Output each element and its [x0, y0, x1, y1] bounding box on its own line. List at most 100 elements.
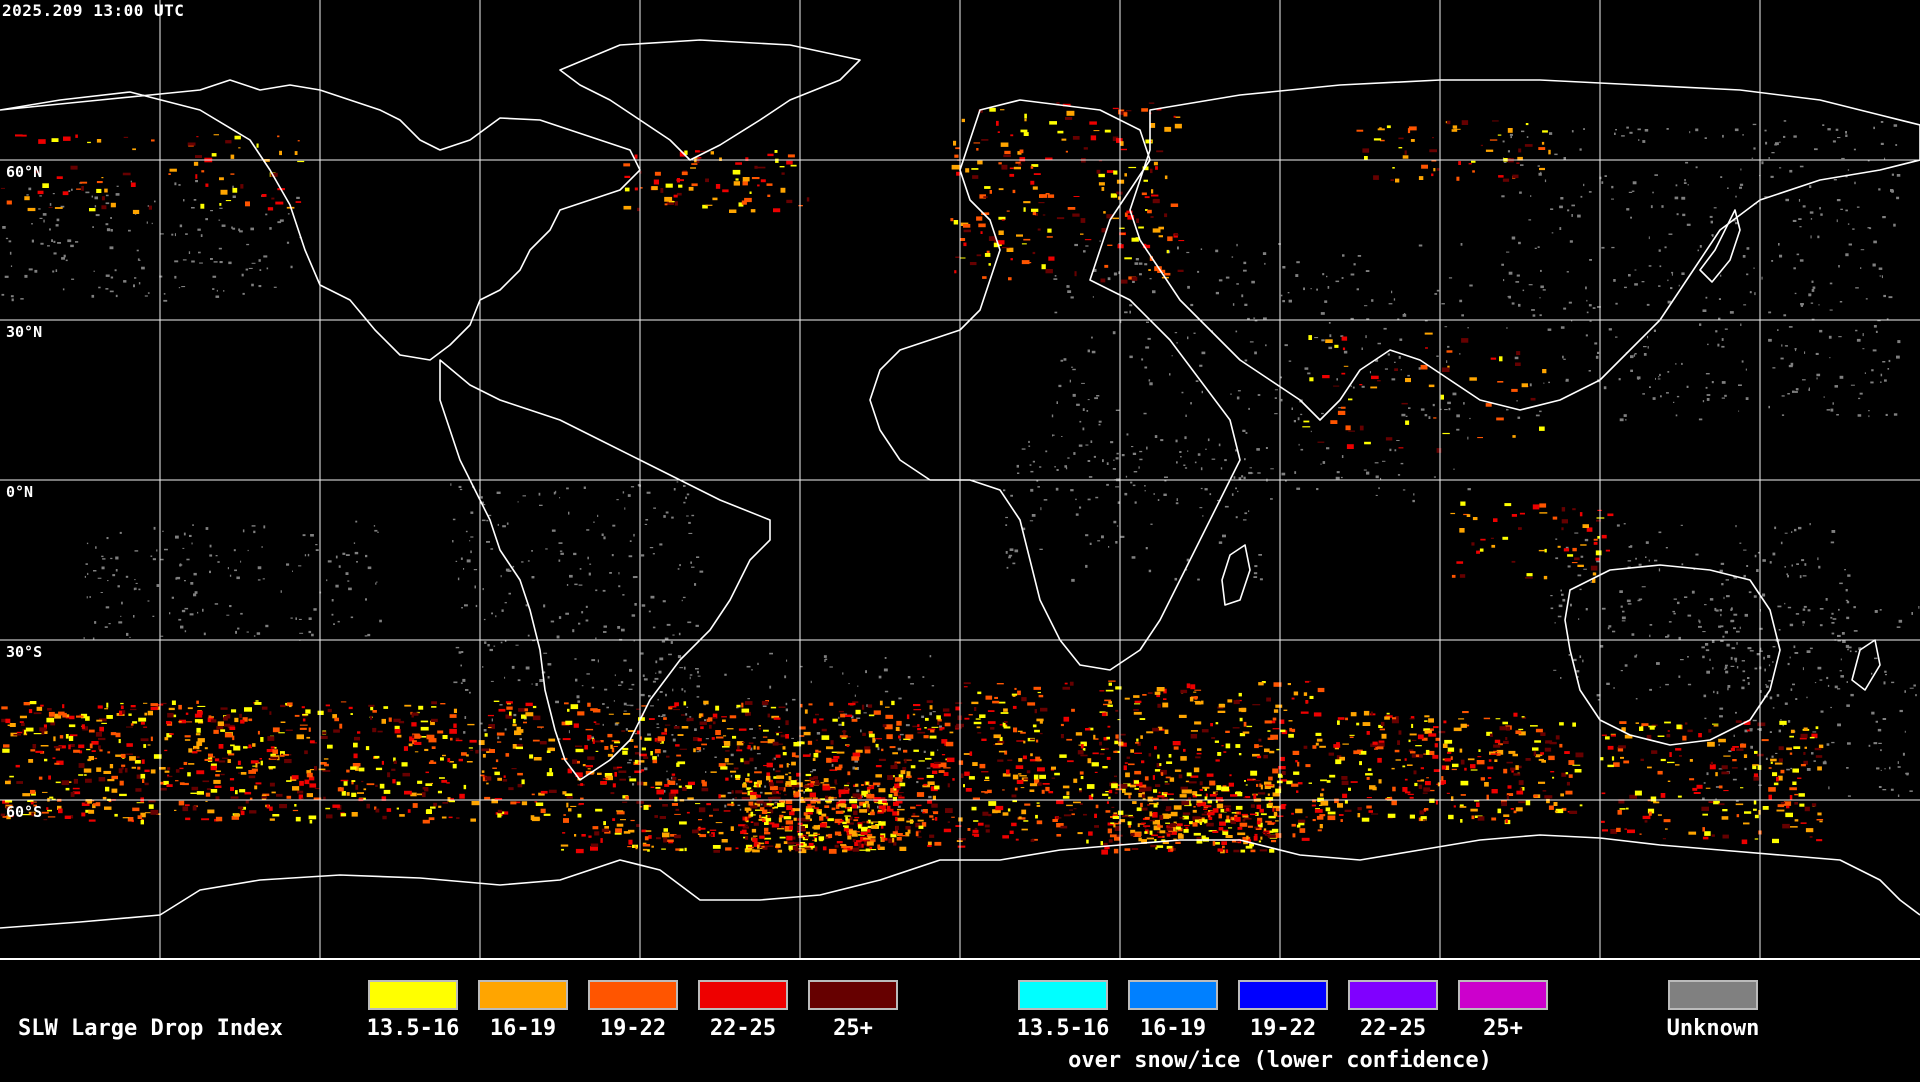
unknown-pixel — [490, 548, 494, 550]
unknown-pixel — [1588, 370, 1591, 372]
slw-pixel — [905, 826, 911, 830]
slw-pixel — [493, 700, 500, 702]
unknown-pixel — [1180, 456, 1182, 458]
slw-pixel — [346, 792, 350, 796]
unknown-pixel — [1053, 278, 1058, 280]
slw-pixel — [1610, 829, 1618, 834]
slw-pixel — [449, 800, 455, 803]
unknown-pixel — [1456, 414, 1460, 418]
unknown-pixel — [1802, 379, 1806, 381]
slw-pixel — [1297, 761, 1300, 767]
unknown-pixel — [1884, 768, 1886, 770]
slw-pixel — [1062, 795, 1070, 799]
slw-pixel — [1105, 810, 1111, 813]
slw-pixel — [707, 831, 710, 834]
unknown-pixel — [1056, 401, 1058, 404]
slw-pixel — [929, 735, 937, 739]
slw-pixel — [1519, 787, 1523, 792]
slw-pixel — [977, 732, 982, 734]
slw-pixel — [1397, 740, 1400, 745]
slw-pixel — [46, 807, 49, 810]
slw-pixel — [213, 779, 221, 784]
unknown-pixel — [133, 615, 135, 618]
unknown-pixel — [634, 603, 637, 606]
unknown-pixel — [1129, 355, 1133, 359]
slw-pixel — [355, 784, 359, 790]
slw-pixel — [595, 808, 603, 812]
unknown-pixel — [1589, 320, 1592, 322]
unknown-pixel — [107, 580, 109, 582]
slw-pixel — [834, 783, 838, 785]
slw-pixel — [1254, 833, 1258, 836]
unknown-pixel — [1811, 752, 1814, 755]
slw-pixel — [1634, 790, 1642, 796]
unknown-pixel — [1846, 704, 1850, 707]
slw-pixel — [1196, 837, 1201, 839]
slw-pixel — [721, 839, 728, 843]
slw-pixel — [678, 848, 684, 852]
slw-pixel — [309, 740, 315, 744]
unknown-pixel — [1896, 626, 1901, 628]
slw-pixel — [185, 712, 189, 715]
slw-pixel — [672, 776, 677, 780]
unknown-pixel — [482, 504, 486, 506]
slw-pixel — [823, 778, 829, 783]
slw-pixel — [1018, 773, 1022, 775]
slw-pixel — [1169, 777, 1175, 782]
slw-pixel — [1778, 746, 1784, 751]
unknown-pixel — [1249, 341, 1254, 343]
slw-pixel — [929, 815, 934, 818]
unknown-pixel — [1467, 327, 1469, 329]
unknown-pixel — [1675, 414, 1678, 417]
unknown-pixel — [1394, 361, 1396, 363]
unknown-pixel — [1563, 307, 1567, 310]
slw-pixel — [1115, 788, 1123, 791]
slw-pixel — [1428, 718, 1434, 723]
slw-pixel — [838, 793, 842, 798]
slw-pixel — [1484, 782, 1489, 787]
slw-pixel — [745, 819, 749, 823]
slw-pixel — [775, 843, 781, 848]
slw-pixel — [237, 806, 244, 809]
slw-pixel — [1708, 729, 1712, 733]
slw-pixel — [1269, 830, 1274, 833]
unknown-pixel — [299, 632, 304, 634]
slw-pixel — [426, 809, 432, 811]
unknown-pixel — [163, 293, 166, 295]
slw-pixel — [412, 803, 418, 808]
slw-pixel — [1789, 735, 1794, 738]
slw-pixel — [115, 754, 123, 757]
slw-pixel — [1108, 680, 1116, 682]
unknown-pixel — [1723, 596, 1725, 600]
unknown-pixel — [304, 554, 307, 557]
slw-pixel — [54, 713, 62, 719]
unknown-pixel — [1365, 270, 1370, 272]
slw-pixel — [159, 767, 166, 770]
slw-pixel — [1732, 759, 1737, 762]
unknown-pixel — [854, 694, 856, 697]
unknown-pixel — [83, 637, 85, 640]
slw-pixel — [668, 796, 674, 801]
unknown-pixel — [1788, 326, 1793, 328]
unknown-pixel — [1540, 285, 1544, 289]
slw-pixel — [1616, 827, 1621, 832]
unknown-pixel — [110, 276, 114, 279]
slw-pixel — [134, 760, 141, 764]
slw-pixel — [759, 807, 765, 811]
slw-pixel — [272, 814, 280, 817]
slw-pixel — [1402, 787, 1408, 792]
slw-pixel — [659, 816, 666, 819]
slw-pixel — [1035, 756, 1041, 762]
slw-pixel — [1610, 734, 1616, 737]
slw-pixel — [301, 797, 304, 799]
slw-pixel — [843, 730, 846, 735]
unknown-pixel — [1880, 769, 1882, 771]
unknown-pixel — [602, 589, 606, 592]
slw-pixel — [828, 848, 837, 854]
unknown-pixel — [460, 557, 463, 560]
unknown-pixel — [1872, 263, 1876, 267]
slw-pixel — [393, 757, 396, 762]
slw-pixel — [1735, 720, 1742, 723]
slw-pixel — [1018, 816, 1022, 819]
slw-pixel — [882, 799, 887, 803]
